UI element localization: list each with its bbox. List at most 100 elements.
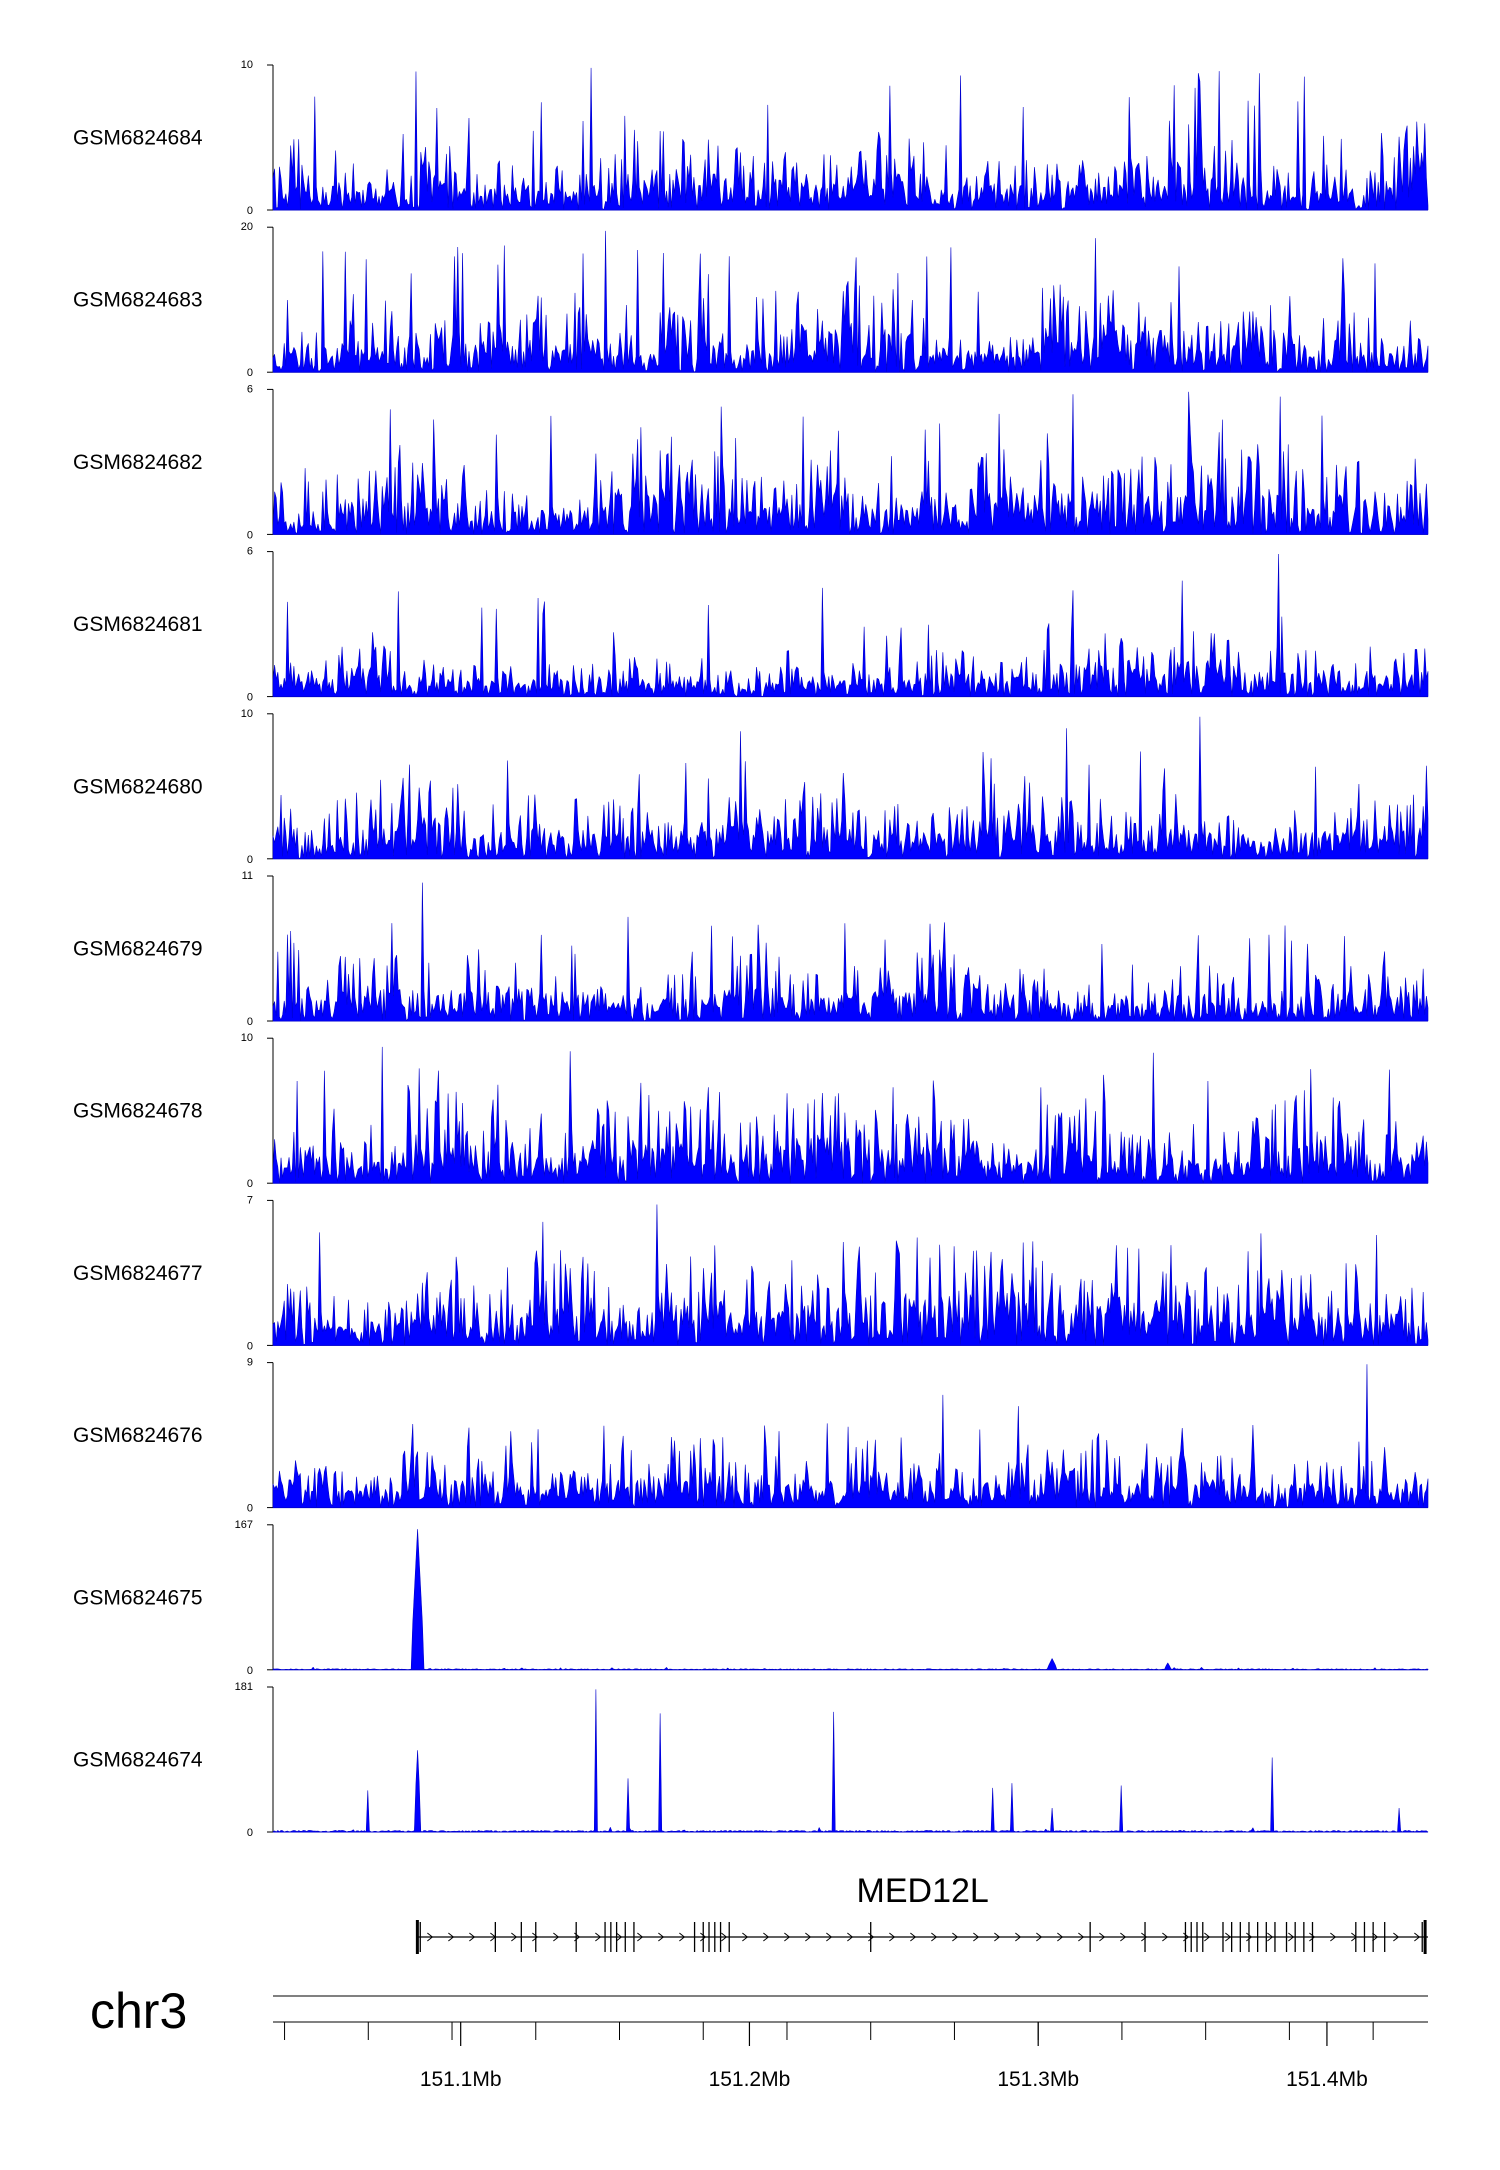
y-tick-label-max: 10 xyxy=(241,708,253,720)
track-label: GSM6824680 xyxy=(73,775,203,798)
track-GSM6824681: GSM6824681 6 0 xyxy=(73,546,1429,704)
strand-arrow xyxy=(700,1932,707,1942)
track-label: GSM6824681 xyxy=(73,613,203,636)
x-tick-label: 151.4Mb xyxy=(1286,2068,1368,2091)
track-GSM6824678: GSM6824678 10 0 xyxy=(73,1032,1429,1190)
track-GSM6824674: GSM6824674 181 0 xyxy=(73,1681,1429,1839)
strand-arrow xyxy=(1162,1932,1169,1942)
y-tick-label-min: 0 xyxy=(247,692,253,704)
strand-arrow xyxy=(553,1932,560,1942)
strand-arrow xyxy=(1393,1932,1400,1942)
coverage-signal xyxy=(272,716,1429,860)
strand-arrow xyxy=(469,1932,476,1942)
strand-arrow xyxy=(721,1932,728,1942)
y-tick-label-max: 11 xyxy=(242,870,253,882)
strand-arrow xyxy=(1309,1932,1316,1942)
coverage-signal xyxy=(272,1364,1429,1508)
strand-arrow xyxy=(1120,1932,1127,1942)
track-label: GSM6824677 xyxy=(73,1262,203,1285)
y-tick-label-max: 167 xyxy=(235,1519,253,1531)
strand-arrow xyxy=(427,1932,434,1942)
y-tick-label-min: 0 xyxy=(247,367,253,379)
coverage-signal xyxy=(272,554,1429,697)
track-label: GSM6824684 xyxy=(73,127,203,150)
strand-arrow xyxy=(1330,1932,1337,1942)
coverage-signal xyxy=(272,230,1429,373)
strand-arrow xyxy=(1141,1932,1148,1942)
y-tick-label-max: 9 xyxy=(247,1357,253,1369)
strand-arrow xyxy=(889,1932,896,1942)
strand-arrow xyxy=(931,1932,938,1942)
chromosome-axis: chr3 151.1Mb 151.2Mb 151.3Mb 151.4Mb xyxy=(90,1983,1428,2091)
strand-arrow xyxy=(973,1932,980,1942)
strand-arrow xyxy=(994,1932,1001,1942)
strand-arrow xyxy=(742,1932,749,1942)
track-GSM6824679: GSM6824679 11 0 xyxy=(73,870,1429,1028)
coverage-signal xyxy=(272,882,1429,1022)
track-label: GSM6824674 xyxy=(73,1749,203,1772)
y-tick-label-min: 0 xyxy=(247,1827,253,1839)
track-GSM6824676: GSM6824676 9 0 xyxy=(73,1357,1429,1515)
strand-arrow xyxy=(868,1932,875,1942)
x-tick-label: 151.1Mb xyxy=(420,2068,502,2091)
coverage-signal xyxy=(272,67,1429,211)
coverage-signal xyxy=(272,1204,1429,1346)
track-GSM6824682: GSM6824682 6 0 xyxy=(73,383,1429,541)
strand-arrow xyxy=(658,1932,665,1942)
track-label: GSM6824676 xyxy=(73,1424,203,1447)
strand-arrow xyxy=(616,1932,623,1942)
strand-arrow xyxy=(1246,1932,1253,1942)
strand-arrow xyxy=(952,1932,959,1942)
y-tick-label-max: 181 xyxy=(235,1681,253,1693)
strand-arrow xyxy=(679,1932,686,1942)
x-tick-label: 151.3Mb xyxy=(997,2068,1079,2091)
strand-arrow xyxy=(1078,1932,1085,1942)
y-tick-label-max: 10 xyxy=(241,59,253,71)
x-tick-label: 151.2Mb xyxy=(709,2068,791,2091)
strand-arrow xyxy=(763,1932,770,1942)
coverage-signal xyxy=(272,1689,1429,1833)
strand-arrow xyxy=(1372,1932,1379,1942)
y-tick-label-max: 6 xyxy=(247,546,253,558)
track-label: GSM6824683 xyxy=(73,289,203,312)
track-label: GSM6824679 xyxy=(73,938,203,961)
y-tick-label-min: 0 xyxy=(247,529,253,541)
strand-arrow xyxy=(595,1932,602,1942)
y-tick-label-max: 7 xyxy=(247,1194,253,1206)
y-tick-label-min: 0 xyxy=(247,1665,253,1677)
y-tick-label-min: 0 xyxy=(247,1016,253,1028)
strand-arrow xyxy=(1225,1932,1232,1942)
strand-arrow xyxy=(826,1932,833,1942)
track-GSM6824683: GSM6824683 20 0 xyxy=(73,221,1429,379)
strand-arrow xyxy=(1057,1932,1064,1942)
track-label: GSM6824682 xyxy=(73,451,203,474)
y-tick-label-max: 20 xyxy=(241,221,253,233)
coverage-tracks: GSM6824684100GSM6824683200GSM682468260GS… xyxy=(73,59,1429,1839)
y-tick-label-min: 0 xyxy=(247,854,253,866)
chromosome-label: chr3 xyxy=(90,1983,187,2039)
strand-arrow xyxy=(847,1932,854,1942)
strand-arrow xyxy=(1036,1932,1043,1942)
coverage-signal xyxy=(272,1046,1429,1184)
strand-arrow xyxy=(511,1932,518,1942)
strand-arrow xyxy=(448,1932,455,1942)
y-tick-label-min: 0 xyxy=(247,1340,253,1352)
y-tick-label-min: 0 xyxy=(247,1178,253,1190)
coverage-signal xyxy=(272,1529,1429,1671)
y-tick-label-min: 0 xyxy=(247,205,253,217)
strand-arrow xyxy=(532,1932,539,1942)
y-tick-label-min: 0 xyxy=(247,1503,253,1515)
strand-arrow xyxy=(1099,1932,1106,1942)
gene-name-label: MED12L xyxy=(857,1872,989,1910)
track-GSM6824680: GSM6824680 10 0 xyxy=(73,708,1429,866)
strand-arrow xyxy=(910,1932,917,1942)
track-GSM6824677: GSM6824677 7 0 xyxy=(73,1194,1429,1352)
strand-arrow xyxy=(1414,1932,1421,1942)
strand-arrow xyxy=(1015,1932,1022,1942)
gene-annotation-track: MED12L xyxy=(415,1872,1428,1954)
track-GSM6824684: GSM6824684 10 0 xyxy=(73,59,1429,217)
coverage-signal xyxy=(272,391,1429,535)
strand-arrow xyxy=(637,1932,644,1942)
strand-arrow xyxy=(805,1932,812,1942)
